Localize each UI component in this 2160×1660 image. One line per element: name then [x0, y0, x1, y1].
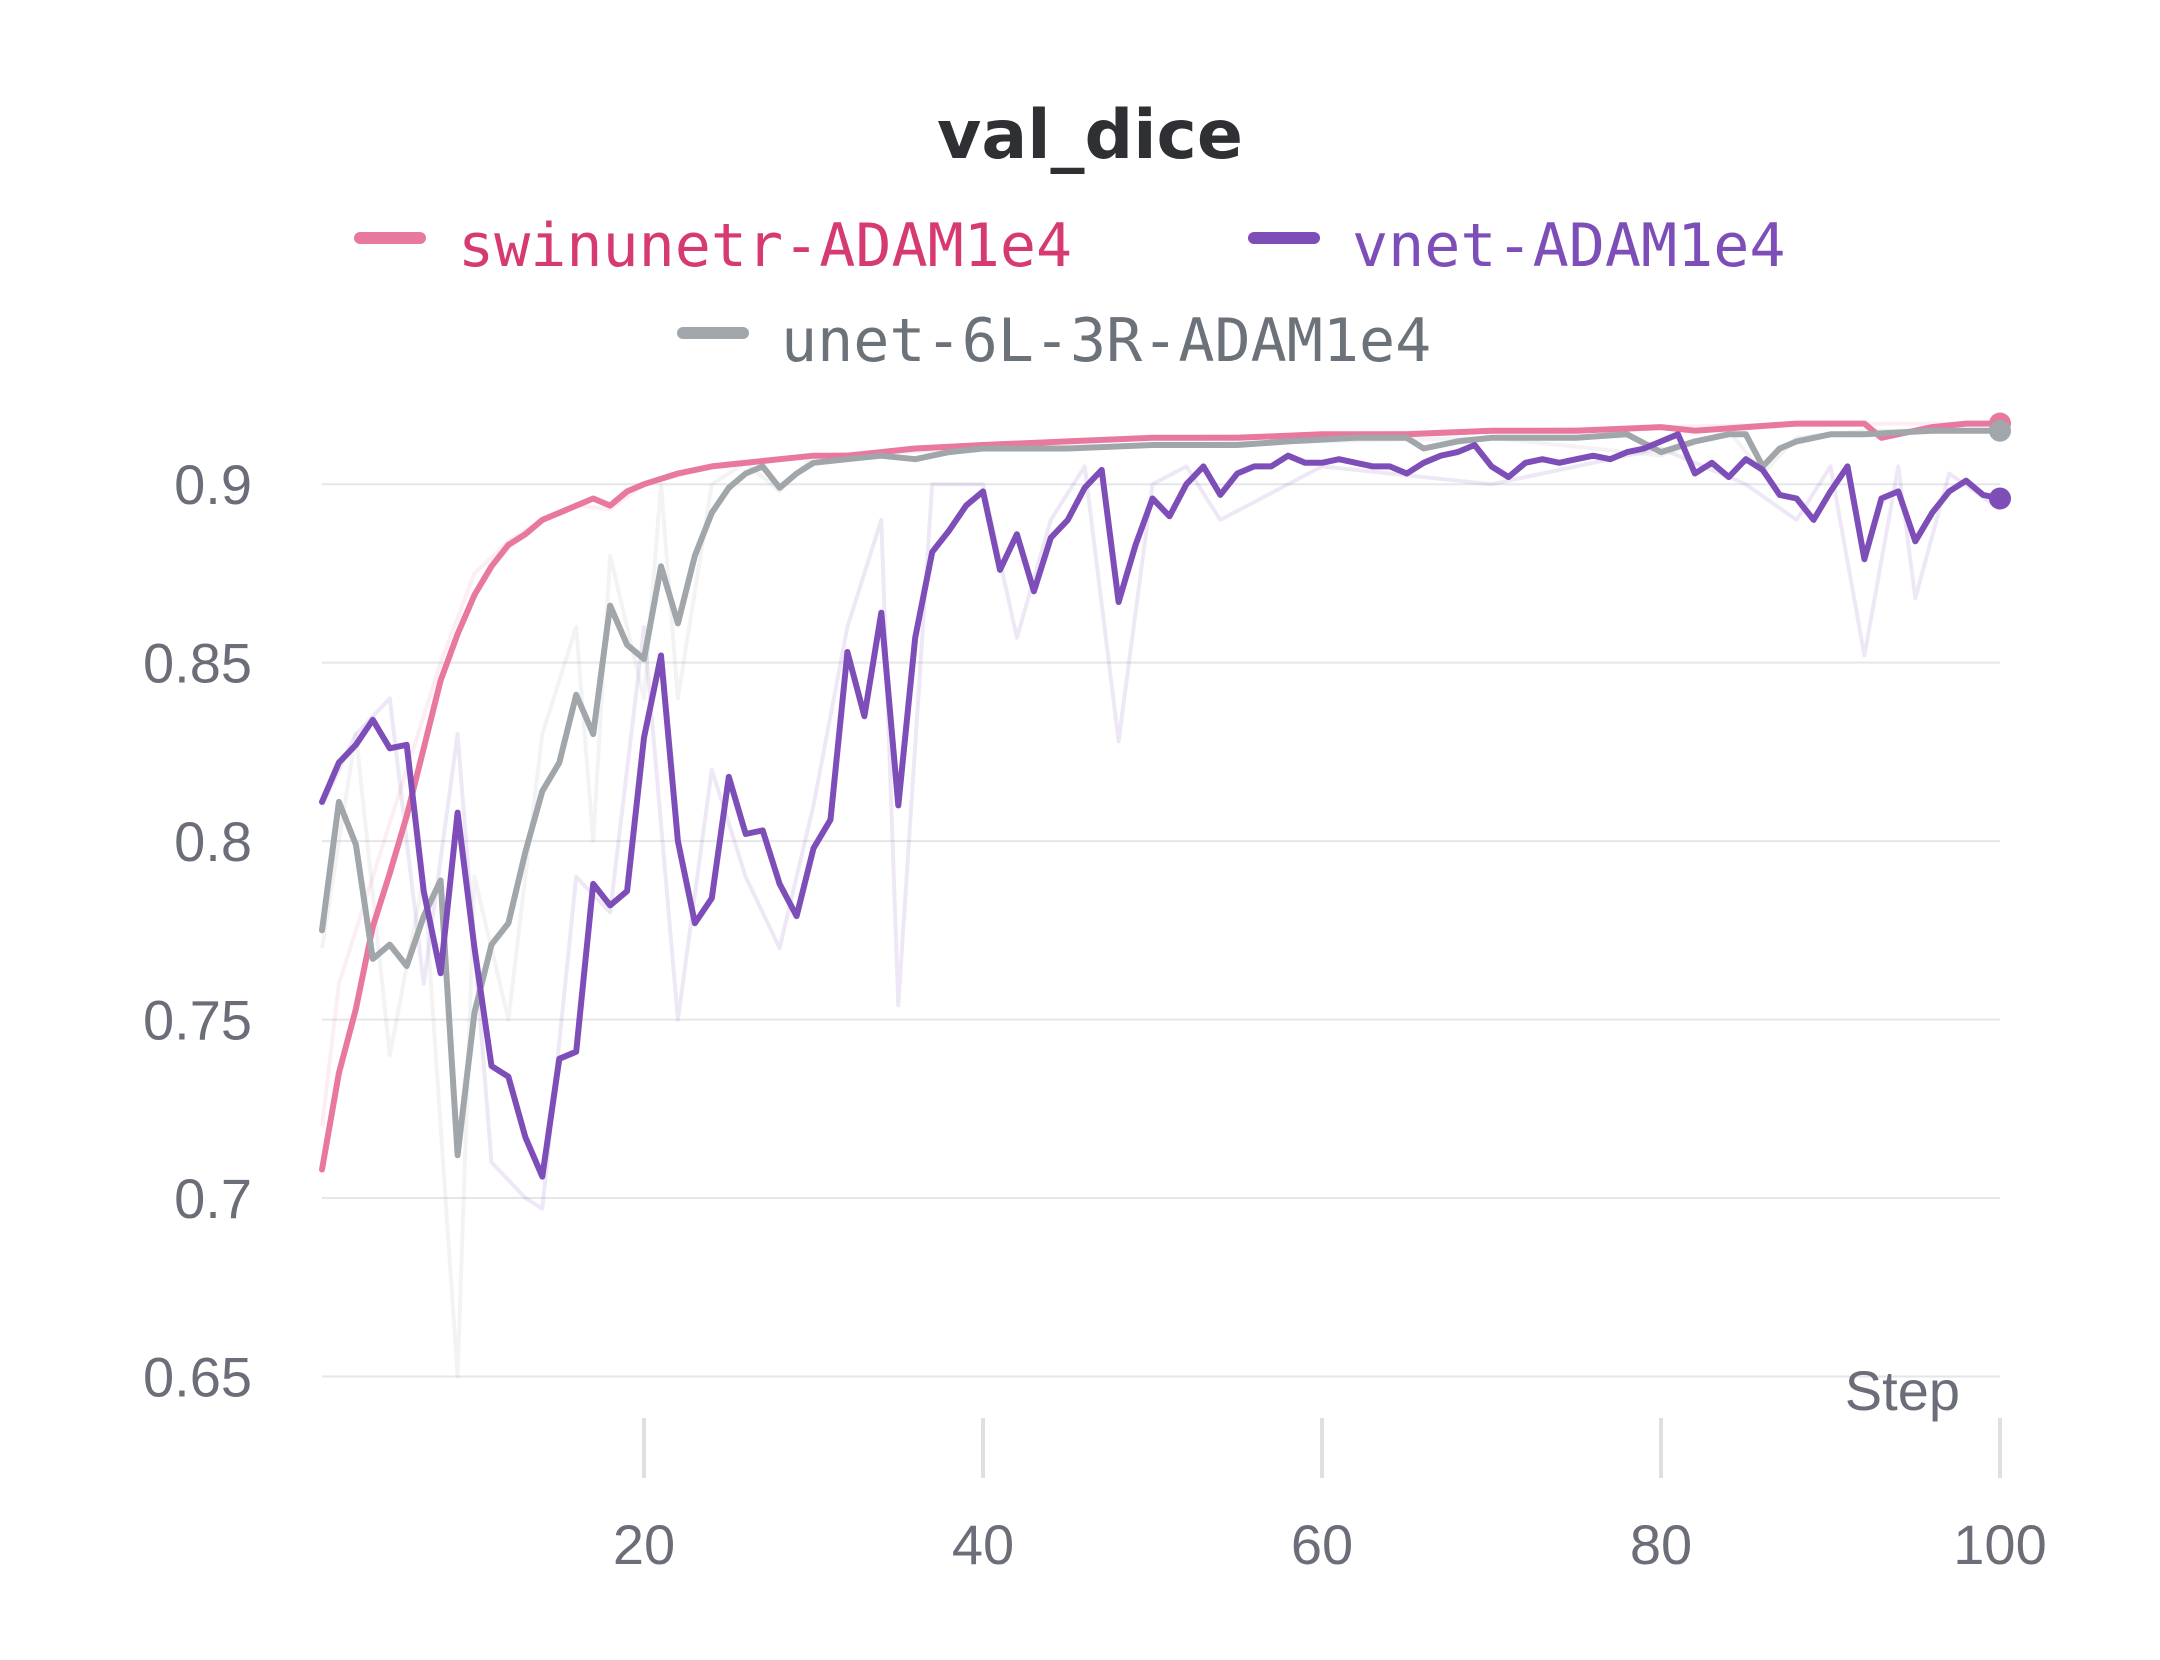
y-tick-label: 0.9 [174, 453, 252, 516]
legend-item-unet[interactable]: unet-6L-3R-ADAM1e4 [677, 306, 1431, 376]
raw-line-1 [320, 446, 2002, 1211]
legend-item-vnet[interactable]: vnet-ADAM1e4 [1248, 211, 1785, 281]
series-line-0[interactable] [319, 420, 2003, 1173]
chart-title: val_dice [937, 96, 1243, 175]
end-point-1 [1989, 487, 2011, 510]
legend-label-swinunetr: swinunetr-ADAM1e4 [458, 211, 1072, 281]
x-tick-label: 100 [1953, 1513, 2046, 1576]
legend-item-swinunetr[interactable]: swinunetr-ADAM1e4 [354, 211, 1072, 281]
end-markers [1989, 412, 2011, 510]
x-axis-label: Step [1845, 1359, 1960, 1422]
series-line-2[interactable] [319, 427, 2003, 1159]
series-line-1[interactable] [319, 431, 2003, 1180]
x-tick-label: 20 [613, 1513, 675, 1576]
y-tick-label: 0.75 [143, 989, 252, 1052]
series [319, 420, 2003, 1180]
legend-label-vnet: vnet-ADAM1e4 [1352, 211, 1785, 281]
raw-line-0 [320, 421, 2000, 1127]
y-tick-label: 0.65 [143, 1345, 252, 1408]
end-point-2 [1989, 419, 2011, 442]
legend-label-unet: unet-6L-3R-ADAM1e4 [781, 306, 1431, 376]
x-axis: 20 40 60 80 100 [613, 1418, 2047, 1576]
y-tick-label: 0.7 [174, 1167, 252, 1230]
raw-series [320, 421, 2002, 1379]
grid [322, 483, 2000, 1378]
y-axis: 0.65 0.7 0.75 0.8 0.85 0.9 [143, 453, 252, 1408]
y-tick-label: 0.85 [143, 632, 252, 695]
x-tick-label: 60 [1291, 1513, 1353, 1576]
x-tick-label: 80 [1630, 1513, 1692, 1576]
y-tick-label: 0.8 [174, 810, 252, 873]
x-tick-label: 40 [952, 1513, 1014, 1576]
legend: swinunetr-ADAM1e4 vnet-ADAM1e4 unet-6L-3… [354, 211, 1785, 376]
